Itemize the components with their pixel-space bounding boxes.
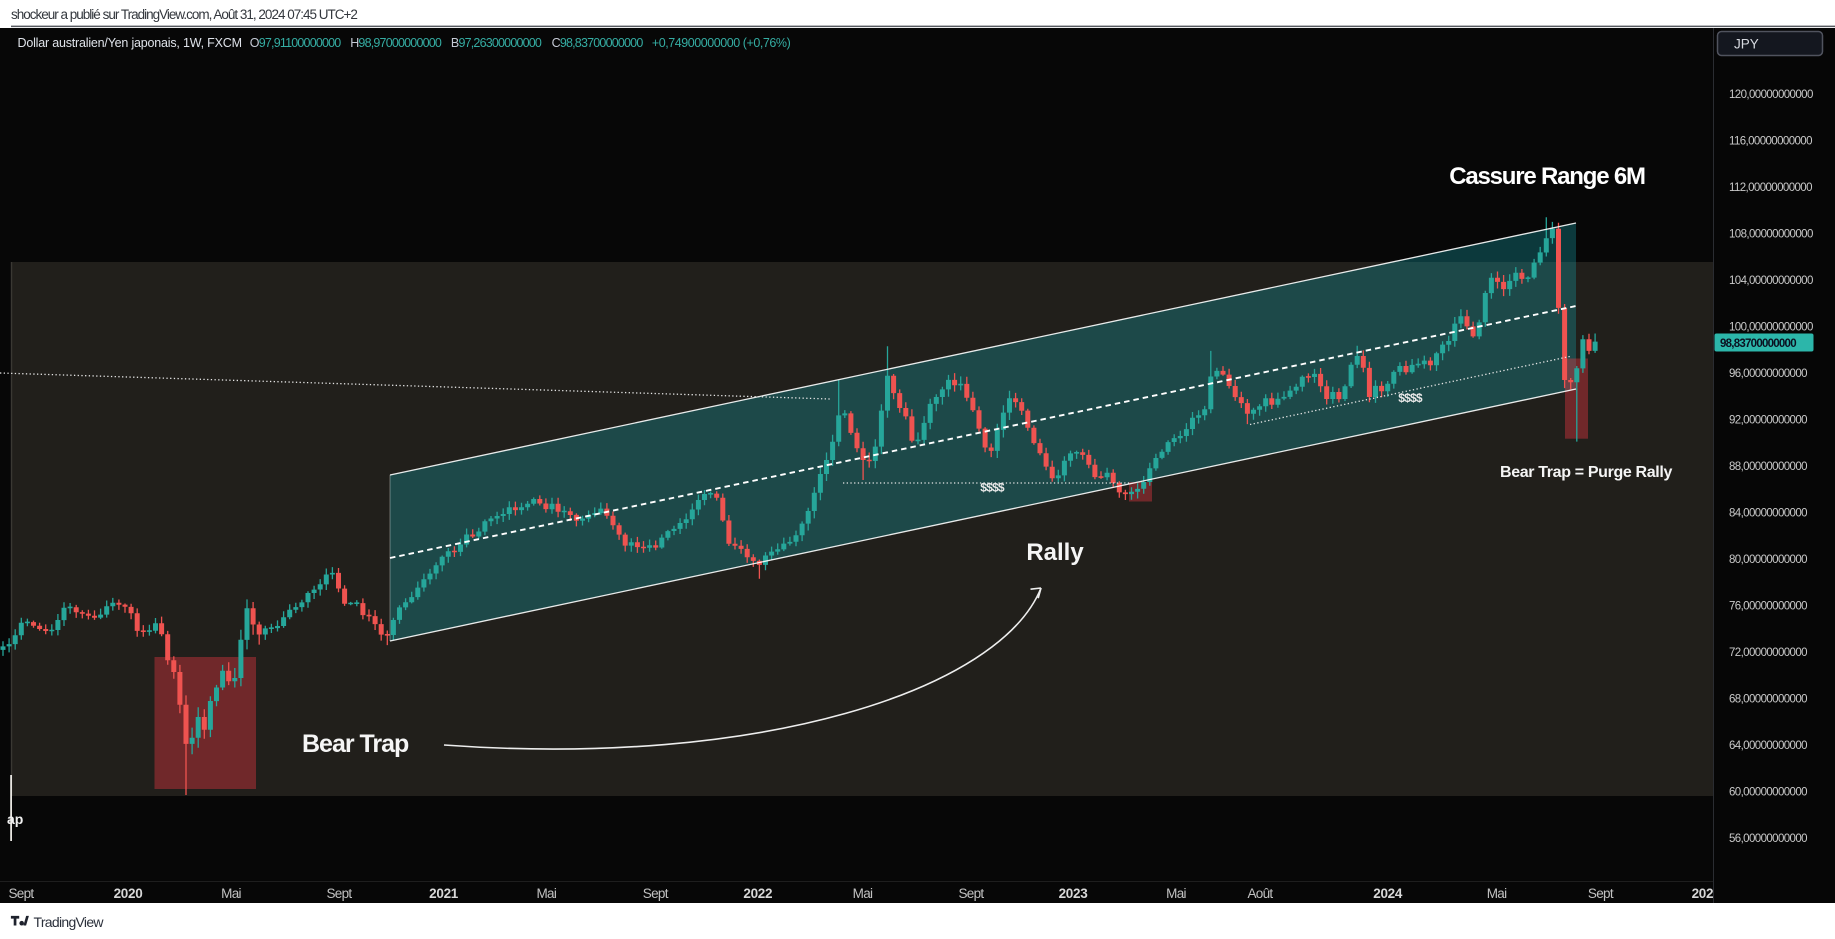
svg-text:2022: 2022 — [743, 886, 772, 901]
svg-text:$$$$: $$$$ — [980, 481, 1005, 495]
svg-text:O97,91100000000: O97,91100000000 — [250, 36, 342, 50]
svg-text:Août: Août — [1248, 886, 1274, 901]
svg-text:$$$$: $$$$ — [1398, 391, 1423, 405]
svg-text:104,00000000000: 104,00000000000 — [1729, 275, 1813, 287]
svg-text:JPY: JPY — [1734, 37, 1759, 52]
svg-text:68,00000000000: 68,00000000000 — [1729, 694, 1807, 706]
svg-text:2020: 2020 — [114, 886, 143, 901]
svg-text:+0,74900000000 (+0,76%): +0,74900000000 (+0,76%) — [652, 36, 791, 50]
svg-text:96,00000000000: 96,00000000000 — [1729, 368, 1807, 380]
svg-text:84,00000000000: 84,00000000000 — [1729, 508, 1807, 520]
svg-text:112,00000000000: 112,00000000000 — [1729, 182, 1812, 194]
svg-text:H98,97000000000: H98,97000000000 — [350, 36, 442, 50]
svg-text:TradingView: TradingView — [34, 914, 105, 930]
svg-text:2023: 2023 — [1059, 886, 1089, 901]
svg-text:Mai: Mai — [853, 886, 873, 901]
svg-text:56,00000000000: 56,00000000000 — [1729, 833, 1807, 845]
svg-text:B97,26300000000: B97,26300000000 — [451, 36, 542, 50]
svg-text:120,00000000000: 120,00000000000 — [1729, 89, 1813, 101]
svg-text:Cassure Range 6M: Cassure Range 6M — [1449, 163, 1645, 190]
svg-text:Sept: Sept — [9, 886, 35, 901]
svg-text:2021: 2021 — [429, 886, 459, 901]
svg-text:80,00000000000: 80,00000000000 — [1729, 554, 1807, 566]
svg-text:88,00000000000: 88,00000000000 — [1729, 461, 1807, 473]
svg-text:64,00000000000: 64,00000000000 — [1729, 740, 1807, 752]
svg-text:92,00000000000: 92,00000000000 — [1729, 415, 1807, 427]
svg-text:98,83700000000: 98,83700000000 — [1720, 338, 1796, 350]
svg-text:60,00000000000: 60,00000000000 — [1729, 787, 1807, 799]
svg-text:C98,83700000000: C98,83700000000 — [552, 36, 644, 50]
svg-text:Mai: Mai — [221, 886, 241, 901]
svg-text:Rally: Rally — [1026, 539, 1084, 566]
svg-text:Mai: Mai — [536, 886, 556, 901]
svg-text:100,00000000000: 100,00000000000 — [1729, 322, 1813, 334]
svg-text:Mai: Mai — [1166, 886, 1186, 901]
svg-text:Sept: Sept — [959, 886, 985, 901]
svg-text:Sept: Sept — [643, 886, 669, 901]
svg-text:Sept: Sept — [1588, 886, 1614, 901]
svg-text:Mai: Mai — [1487, 886, 1507, 901]
svg-text:72,00000000000: 72,00000000000 — [1729, 647, 1807, 659]
svg-text:Bear Trap = Purge Rally: Bear Trap = Purge Rally — [1500, 464, 1672, 481]
svg-text:76,00000000000: 76,00000000000 — [1729, 601, 1807, 613]
svg-text:Bear Trap: Bear Trap — [302, 730, 409, 758]
svg-text:Sept: Sept — [327, 886, 353, 901]
svg-text:Dollar australien/Yen japonais: Dollar australien/Yen japonais, 1W, FXCM — [18, 36, 242, 50]
svg-text:108,00000000000: 108,00000000000 — [1729, 229, 1813, 241]
svg-text:2024: 2024 — [1373, 886, 1403, 901]
svg-text:116,00000000000: 116,00000000000 — [1729, 136, 1812, 148]
svg-text:ap: ap — [7, 811, 23, 827]
svg-text:shockeur a publié sur TradingV: shockeur a publié sur TradingView.com, A… — [11, 7, 357, 22]
